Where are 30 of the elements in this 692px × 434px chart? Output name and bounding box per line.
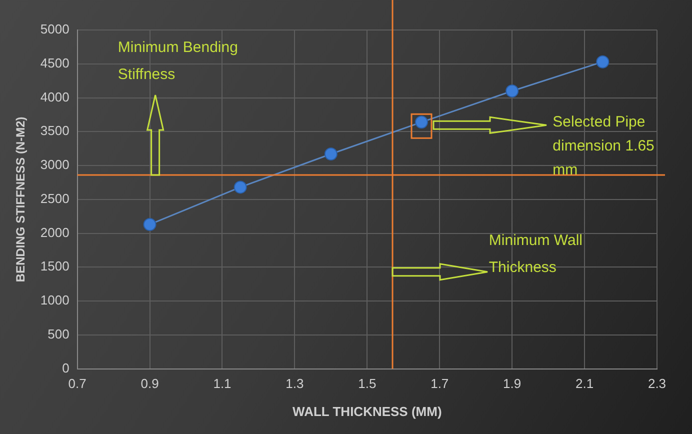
y-tick-label: 1500 bbox=[40, 258, 70, 274]
y-tick-label: 1000 bbox=[40, 292, 70, 308]
x-tick-label: 0.9 bbox=[140, 376, 159, 392]
y-tick-label: 4000 bbox=[40, 89, 70, 104]
x-tick-label: 2.1 bbox=[576, 376, 594, 392]
y-tick-label: 5000 bbox=[40, 22, 70, 37]
annotation: Selected Pipe dimension 1.65 mm bbox=[552, 113, 654, 178]
x-tick-label: 1.5 bbox=[358, 376, 376, 392]
y-tick-label: 3000 bbox=[40, 157, 70, 172]
y-tick-label: 2000 bbox=[40, 224, 70, 240]
annotation: Minimum Bending Stiffness bbox=[118, 38, 238, 83]
x-tick-label: 1.7 bbox=[430, 376, 449, 392]
y-tick-label: 500 bbox=[48, 326, 70, 342]
x-tick-label: 2.3 bbox=[648, 376, 666, 392]
annotation: Minimum Wall Thickness bbox=[488, 232, 583, 276]
x-tick-label: 1.3 bbox=[286, 376, 304, 392]
point bbox=[143, 218, 156, 231]
x-tick-label: 1.9 bbox=[503, 376, 522, 392]
x-axis-title: WALL THICKNESS (MM) bbox=[292, 404, 442, 419]
point bbox=[234, 180, 247, 194]
point bbox=[324, 148, 338, 160]
y-axis-title: BENDING STIFFNESS (N-M2) bbox=[14, 116, 28, 282]
point bbox=[506, 84, 519, 98]
x-tick-label: 0.7 bbox=[68, 376, 86, 392]
y-tick-label: 4500 bbox=[40, 55, 70, 70]
y-tick-label: 3500 bbox=[40, 123, 70, 138]
x-tick-label: 1.1 bbox=[213, 376, 232, 392]
y-tick-label: 2500 bbox=[40, 190, 70, 206]
y-tick-label: 0 bbox=[62, 360, 70, 376]
point bbox=[596, 55, 610, 68]
